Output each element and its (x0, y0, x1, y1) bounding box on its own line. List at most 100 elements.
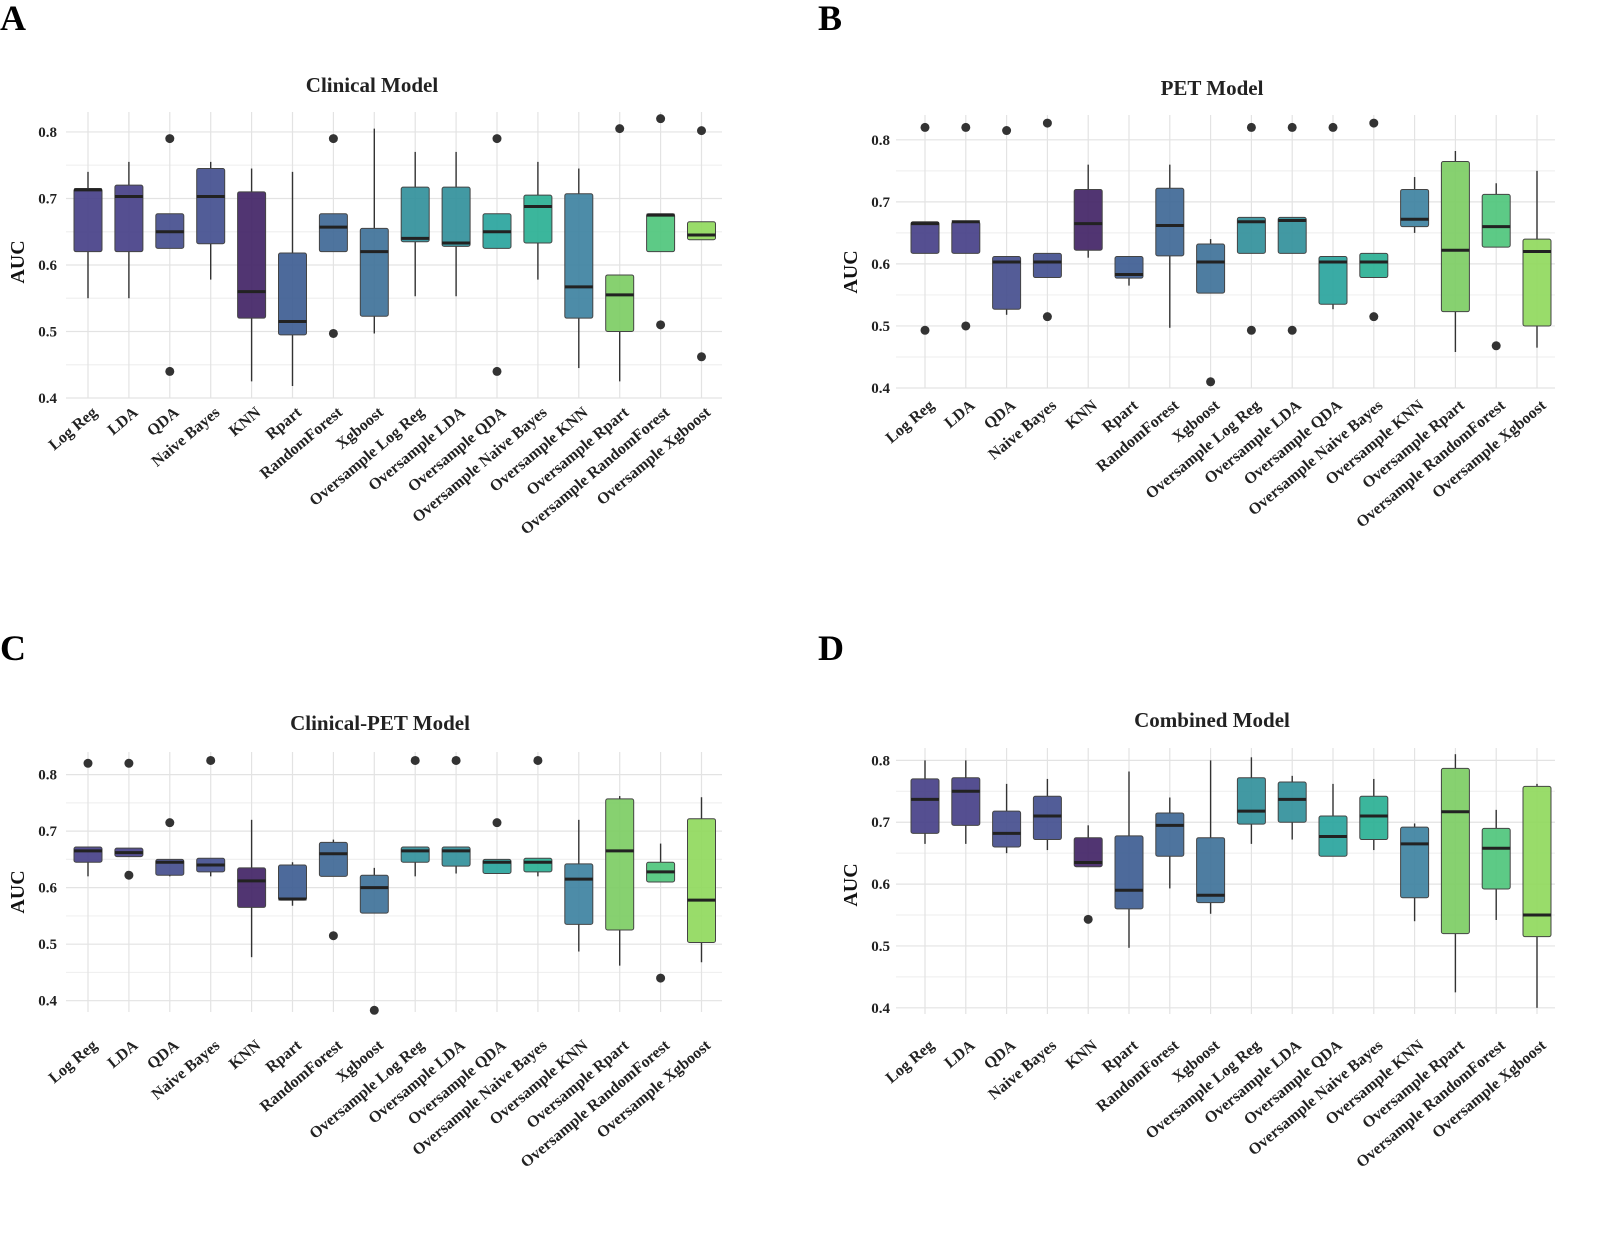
box-oversample-rpart (605, 124, 635, 382)
y-tick-label: 0.7 (871, 815, 890, 831)
box-oversample-randomforest (1481, 809, 1511, 920)
iqr-box (1318, 255, 1348, 305)
outlier-point (451, 755, 461, 765)
y-tick-label: 0.6 (871, 257, 890, 273)
iqr-box (992, 810, 1022, 848)
outlier-point (1246, 325, 1256, 335)
iqr-box (1114, 835, 1144, 910)
panel-title: PET Model (1161, 76, 1264, 100)
iqr-box (646, 213, 676, 253)
box-oversample-xgboost (687, 126, 716, 362)
x-tick-label: KNN (1063, 397, 1102, 433)
iqr-box (1277, 216, 1307, 254)
panel-letter: B (818, 0, 842, 38)
box-rpart (1114, 771, 1144, 948)
iqr-box (1440, 161, 1470, 313)
box-randomforest (318, 839, 348, 941)
y-axis-label: AUC (840, 863, 862, 906)
iqr-box (1440, 767, 1470, 935)
outlier-point (369, 1005, 379, 1015)
iqr-box (523, 857, 553, 873)
box-naive-bayes (196, 161, 226, 280)
iqr-box (278, 864, 307, 901)
outlier-point (656, 320, 666, 330)
box-oversample-xgboost (687, 797, 716, 963)
outlier-point (533, 755, 543, 765)
outlier-point (656, 973, 666, 983)
iqr-box (73, 187, 103, 253)
outlier-point (1328, 122, 1338, 132)
box-qda (155, 134, 185, 376)
iqr-box (1522, 238, 1552, 327)
iqr-box (359, 874, 389, 914)
box-lda (114, 161, 144, 299)
outlier-point (1491, 341, 1501, 351)
panel-letter: D (818, 628, 844, 668)
y-axis-label: AUC (840, 250, 862, 293)
box-knn (237, 168, 267, 382)
iqr-box (1359, 795, 1389, 841)
outlier-point (1083, 914, 1093, 924)
x-tick-label: KNN (226, 404, 265, 440)
y-tick-label: 0.6 (38, 881, 57, 897)
iqr-box (1481, 827, 1511, 890)
x-tick-label: KNN (226, 1037, 265, 1073)
iqr-box (1400, 826, 1430, 899)
x-tick-label: Log Reg (883, 1037, 938, 1087)
y-tick-label: 0.7 (38, 191, 57, 207)
box-oversample-rpart (605, 796, 635, 966)
outlier-point (1287, 325, 1297, 335)
iqr-box (73, 846, 103, 863)
y-tick-label: 0.4 (38, 391, 57, 407)
outlier-point (697, 352, 706, 362)
iqr-box (1196, 837, 1226, 904)
outlier-point (328, 328, 338, 338)
y-tick-label: 0.4 (38, 994, 57, 1010)
iqr-box (114, 184, 144, 253)
outlier-point (1246, 122, 1256, 132)
outlier-point (124, 870, 134, 880)
y-axis-label: AUC (7, 870, 29, 913)
iqr-box (564, 193, 594, 319)
panel-title: Combined Model (1134, 708, 1290, 732)
outlier-point (165, 134, 175, 144)
panel-letter: C (0, 628, 26, 668)
y-tick-label: 0.5 (38, 937, 57, 953)
box-qda (992, 783, 1022, 854)
box-oversample-naive-bayes (523, 161, 553, 280)
box-xgboost (1196, 760, 1226, 914)
panel-c: C Clinical-PET Model AUC 0.4 0.5 0.6 0.7 0.8 Log… (0, 628, 722, 1171)
box-oversample-randomforest (1481, 183, 1511, 351)
iqr-box (1277, 781, 1307, 823)
iqr-box (605, 274, 635, 332)
outlier-point (920, 325, 930, 335)
box-oversample-lda (441, 755, 471, 874)
outlier-point (1002, 126, 1012, 136)
box-oversample-xgboost (1522, 170, 1552, 348)
outlier-point (1369, 118, 1379, 128)
box-oversample-rpart (1440, 754, 1470, 993)
outlier-point (1287, 122, 1297, 132)
box-naive-bayes (1032, 118, 1062, 322)
outlier-point (492, 134, 502, 144)
outlier-point (961, 122, 971, 132)
iqr-box (359, 227, 389, 317)
y-tick-label: 0.8 (38, 125, 57, 141)
box-rpart (278, 862, 307, 906)
outlier-point (124, 758, 134, 768)
outlier-point (1042, 312, 1052, 322)
iqr-box (687, 818, 716, 943)
iqr-box (1155, 812, 1185, 857)
outlier-point (328, 134, 338, 144)
box-oversample-knn (1400, 823, 1430, 922)
iqr-box (687, 221, 716, 241)
outlier-point (1369, 312, 1379, 322)
box-oversample-naive-bayes (523, 755, 553, 877)
x-tick-label: LDA (105, 1037, 142, 1072)
y-tick-label: 0.4 (871, 1001, 890, 1017)
box-oversample-log-reg (1236, 122, 1266, 335)
box-oversample-naive-bayes (1359, 778, 1389, 851)
box-qda (992, 126, 1022, 315)
y-tick-label: 0.7 (871, 195, 890, 211)
y-tick-label: 0.7 (38, 824, 57, 840)
